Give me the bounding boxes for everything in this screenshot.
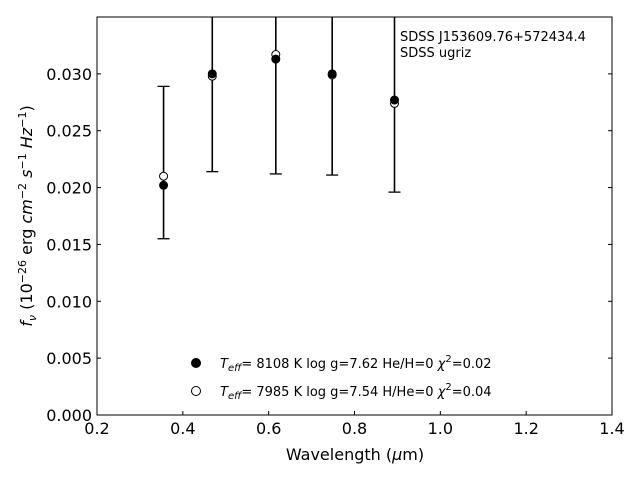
legend: Teff= 8108 K log g=7.62 He/H=0 χ2=0.02 T…: [191, 354, 492, 402]
axis-ticks: [96, 73, 613, 416]
x-tick-label: 0.2: [84, 419, 109, 438]
y-tick-label: 0.015: [46, 235, 92, 254]
x-tick-label: 0.8: [342, 419, 367, 438]
y-tick-label: 0.000: [46, 406, 92, 425]
y-tick-label: 0.020: [46, 179, 92, 198]
filled-circle-point: [327, 69, 337, 79]
x-tick-label: 0.4: [170, 419, 195, 438]
x-tick-label: 1.4: [599, 419, 624, 438]
x-tick-label: 1.2: [513, 419, 538, 438]
filled-circle-point: [207, 69, 217, 79]
y-tick-label: 0.005: [46, 349, 92, 368]
y-tick-label: 0.025: [46, 122, 92, 141]
x-tick-label: 1.0: [428, 419, 453, 438]
y-tick-label: 0.010: [46, 292, 92, 311]
x-tick-label: 0.6: [256, 419, 281, 438]
tick-labels: 0.2 0.4 0.6 0.8 1.0 1.2 1.4 0.000 0.005 0.010 0.01…: [46, 65, 625, 438]
object-name-annotation: SDSS J153609.76+572434.4: [400, 30, 586, 45]
filled-circle-point: [389, 95, 399, 105]
y-tick-label: 0.030: [46, 65, 92, 84]
x-axis-label: Wavelength (μm): [286, 445, 424, 464]
survey-annotation: SDSS ugriz: [400, 46, 471, 61]
plot-frame: [96, 16, 613, 416]
open-circle-point: [159, 171, 169, 181]
legend-entry-db: Teff= 7985 K log g=7.54 H/He=0 χ2=0.04: [220, 382, 492, 402]
filled-circle-point: [271, 54, 281, 64]
data-points: [159, 50, 399, 190]
legend-entry-da: Teff= 8108 K log g=7.62 He/H=0 χ2=0.02: [220, 354, 492, 374]
y-axis-label: fν (10−26 erg cm−2 s−1 Hz−1): [16, 105, 39, 326]
legend-marker-filled: [191, 358, 201, 368]
filled-circle-point: [159, 180, 169, 190]
legend-marker-open: [191, 386, 201, 396]
error-bars: [157, 17, 401, 240]
